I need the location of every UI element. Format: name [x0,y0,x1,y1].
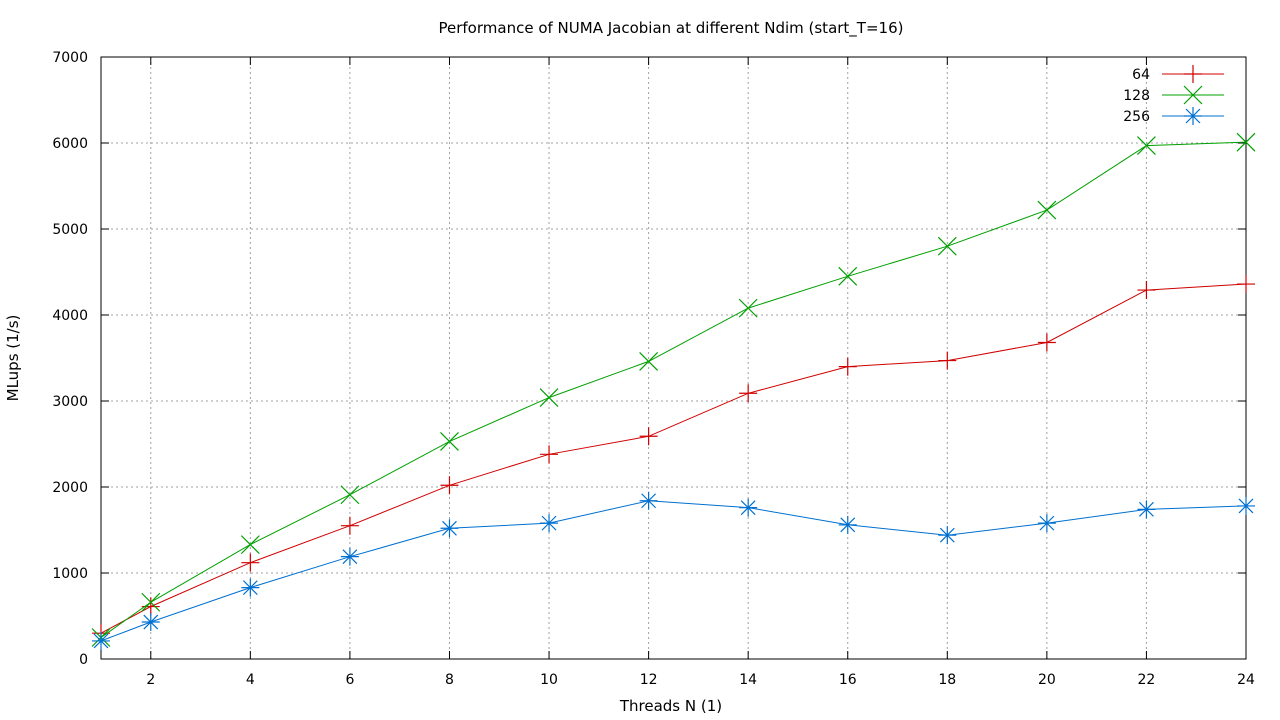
data-point-256 [340,547,359,566]
y-tick-label: 1000 [52,566,88,582]
x-tick-label: 16 [839,672,857,688]
y-tick-label: 7000 [52,50,88,66]
data-point-128 [440,431,459,451]
series-group [91,132,1256,650]
y-tick-label: 3000 [52,394,88,410]
data-point-256 [938,526,957,545]
legend-label-128: 128 [1123,88,1150,104]
legend-marker-128 [1183,85,1203,105]
data-point-128 [838,266,858,286]
x-tick-label: 4 [246,672,255,688]
series-256 [92,491,1255,650]
data-point-128 [1037,200,1057,220]
data-point-128 [340,485,360,505]
data-point-64 [1237,275,1255,294]
data-point-256 [241,578,260,597]
legend-marker-64 [1184,65,1202,83]
data-point-256 [1237,496,1255,515]
y-tick-label: 4000 [52,308,88,324]
data-point-128 [738,298,758,318]
data-point-64 [838,357,857,376]
y-tick-label: 2000 [52,480,88,496]
data-point-256 [739,498,758,517]
data-point-64 [639,427,658,446]
data-point-256 [639,491,658,510]
data-point-64 [1137,281,1156,300]
data-point-256 [92,631,110,650]
data-point-64 [241,553,260,572]
y-axis-label: MLups (1/s) [4,315,22,402]
y-tick-label: 0 [79,652,88,668]
data-point-256 [540,514,559,533]
x-tick-label: 14 [739,672,757,688]
data-point-64 [739,384,758,403]
legend: 64 128 256 [1123,65,1224,125]
data-point-256 [141,613,160,632]
data-point-128 [639,352,659,371]
grid-lines [101,57,1246,659]
x-tick-label: 24 [1237,672,1255,688]
data-point-256 [1037,514,1056,533]
legend-label-64: 64 [1132,67,1150,83]
legend-marker-256 [1184,107,1202,125]
data-point-128 [937,236,957,256]
data-point-64 [440,476,459,495]
data-point-128 [539,388,559,407]
data-point-256 [440,519,459,538]
data-point-128 [1236,132,1256,152]
data-point-256 [838,515,857,534]
x-tick-label: 22 [1138,672,1156,688]
x-tick-label: 18 [938,672,956,688]
legend-label-256: 256 [1123,109,1150,125]
chart-title: Performance of NUMA Jacobian at differen… [439,19,904,38]
data-point-64 [938,351,957,370]
x-axis-label: Threads N (1) [619,697,722,715]
axis-ticks: 2 4 6 8 10 12 14 16 18 20 22 2401000200030004000500… [52,50,1255,688]
series-line-256 [100,500,1247,642]
data-point-128 [1137,136,1156,156]
data-point-64 [340,516,359,535]
data-point-64 [540,445,559,464]
x-tick-label: 20 [1038,672,1056,688]
plot-frame [100,56,1247,660]
x-tick-label: 12 [640,672,658,688]
series-128 [91,132,1256,647]
x-tick-label: 10 [540,672,558,688]
x-tick-label: 6 [345,672,354,688]
series-64 [92,275,1255,643]
data-point-256 [1137,500,1156,519]
y-tick-label: 6000 [52,136,88,152]
series-line-128 [100,141,1247,638]
x-tick-label: 2 [146,672,155,688]
x-tick-label: 8 [445,672,454,688]
data-point-128 [141,592,161,612]
data-point-64 [1037,333,1056,352]
data-point-128 [240,535,260,555]
y-tick-label: 5000 [52,222,88,238]
